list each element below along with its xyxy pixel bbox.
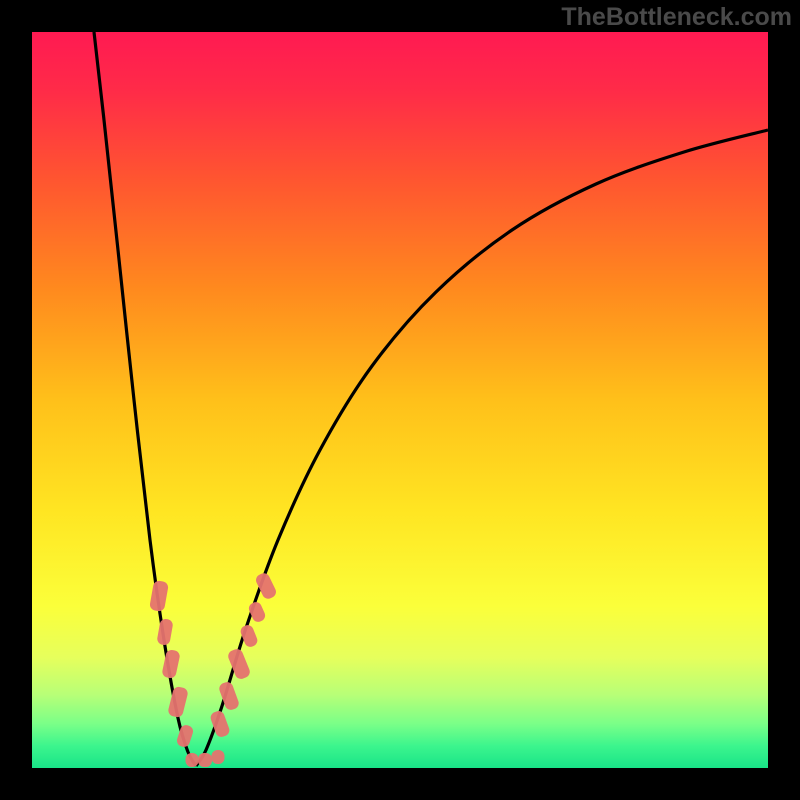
right-curve <box>196 130 768 766</box>
plot-area <box>32 32 768 768</box>
marker-group <box>149 571 278 767</box>
marker-bead <box>186 753 199 767</box>
marker-bead <box>149 580 169 612</box>
marker-bead <box>167 686 189 719</box>
marker-bead <box>175 724 194 749</box>
marker-bead <box>161 649 181 679</box>
curve-layer <box>0 0 800 800</box>
marker-bead <box>198 753 212 767</box>
marker-bead <box>212 750 225 764</box>
attribution-text: TheBottleneck.com <box>561 3 792 32</box>
left-curve <box>94 32 196 766</box>
marker-bead <box>156 618 173 646</box>
chart-frame: TheBottleneck.com <box>0 0 800 800</box>
